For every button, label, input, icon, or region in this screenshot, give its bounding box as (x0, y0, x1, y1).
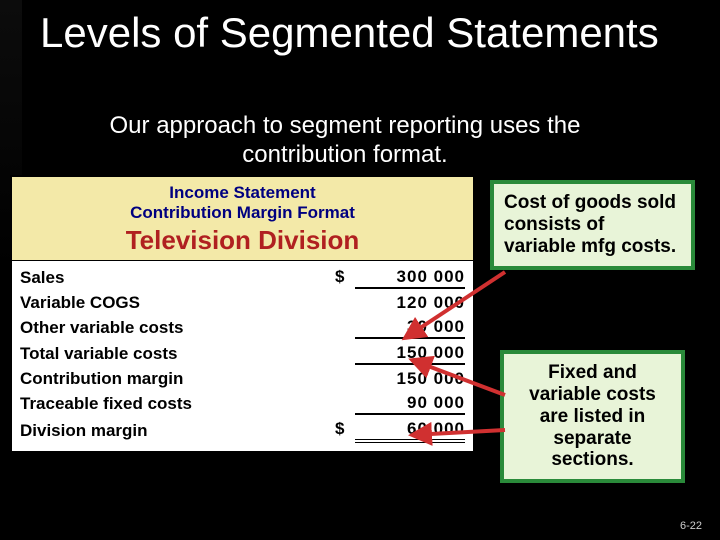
row-value: $300 000 (315, 267, 465, 289)
row-label: Sales (20, 268, 315, 288)
currency-symbol: $ (335, 267, 355, 287)
row-number: 30 000 (355, 317, 465, 339)
row-label: Total variable costs (20, 344, 315, 364)
row-label: Variable COGS (20, 293, 315, 313)
slide-title: Levels of Segmented Statements (40, 10, 659, 56)
row-number: 120 000 (355, 293, 465, 313)
table-row: Division margin$60 000 (20, 417, 465, 445)
callout-cogs: Cost of goods sold consists of variable … (490, 180, 695, 270)
row-number: 150 000 (355, 343, 465, 365)
table-row: Variable COGS 120 000 (20, 291, 465, 315)
row-label: Traceable fixed costs (20, 394, 315, 414)
row-value: 120 000 (315, 293, 465, 313)
row-label: Contribution margin (20, 369, 315, 389)
row-number: 60 000 (355, 419, 465, 443)
table-row: Total variable costs 150 000 (20, 341, 465, 367)
row-value: 30 000 (315, 317, 465, 339)
row-number: 150 000 (355, 369, 465, 389)
statement-header-line1: Income Statement (20, 183, 465, 203)
table-row: Traceable fixed costs 90 000 (20, 391, 465, 417)
row-label: Division margin (20, 421, 315, 441)
row-value: 90 000 (315, 393, 465, 415)
row-label: Other variable costs (20, 318, 315, 338)
callout-sections: Fixed and variable costs are listed in s… (500, 350, 685, 483)
table-row: Sales$300 000 (20, 265, 465, 291)
table-row: Contribution margin 150 000 (20, 367, 465, 391)
row-value: 150 000 (315, 369, 465, 389)
statement-body: Sales$300 000Variable COGS120 000Other v… (12, 261, 473, 451)
statement-header-line3: Television Division (20, 225, 465, 256)
row-number: 90 000 (355, 393, 465, 415)
row-value: $60 000 (315, 419, 465, 443)
slide-number: 6-22 (680, 520, 702, 532)
row-value: 150 000 (315, 343, 465, 365)
statement-header-line2: Contribution Margin Format (20, 203, 465, 223)
table-row: Other variable costs 30 000 (20, 315, 465, 341)
row-number: 300 000 (355, 267, 465, 289)
currency-symbol: $ (335, 419, 355, 439)
income-statement-panel: Income Statement Contribution Margin For… (10, 175, 475, 453)
slide-subtitle: Our approach to segment reporting uses t… (75, 112, 615, 170)
statement-header: Income Statement Contribution Margin For… (12, 177, 473, 261)
